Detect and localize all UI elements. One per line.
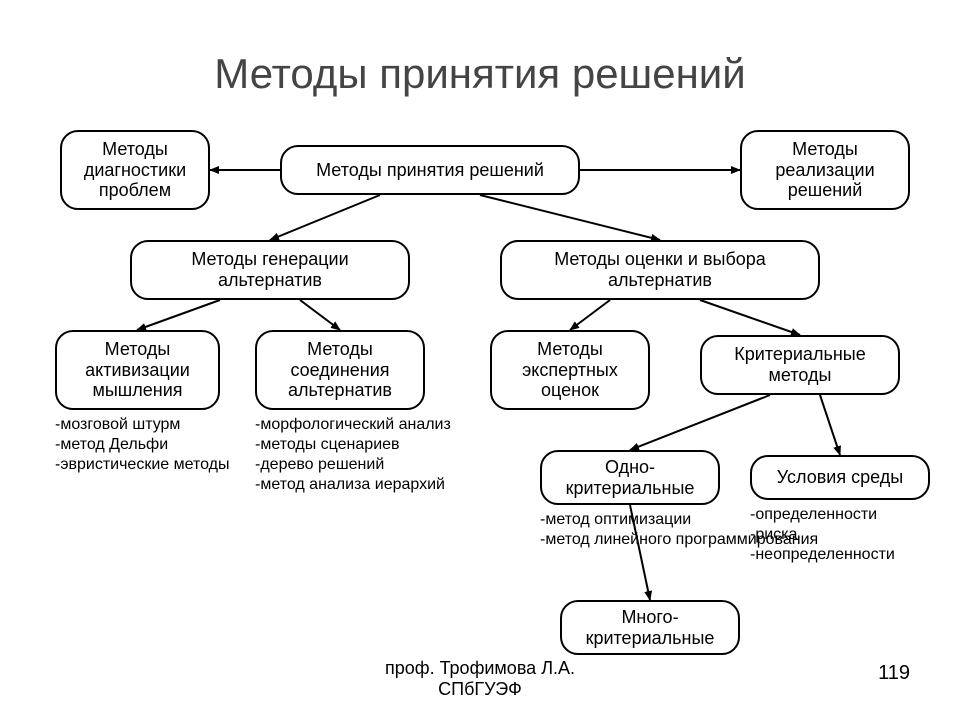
edge-n9-n11 [820,395,840,455]
node-n1: Методы диагностики проблем [60,130,210,210]
edge-n5-n8 [570,300,610,330]
bullets-n7: -морфологический анализ -методы сценарие… [255,415,451,495]
edge-n5-n9 [700,300,800,335]
bullets-n6: -мозговой штурм -метод Дельфи -эвристиче… [55,415,230,475]
node-n2: Методы принятия решений [280,145,580,195]
edge-n4-n7 [300,300,340,330]
edge-n4-n6 [137,300,220,330]
edge-n2-n5 [480,195,660,240]
node-n12: Много- критериальные [560,600,740,655]
node-n11: Условия среды [750,455,930,500]
slide-title: Методы принятия решений [0,50,960,98]
edge-n2-n4 [270,195,380,240]
node-n8: Методы экспертных оценок [490,330,650,410]
bullets-n11: -определенности -риска -неопределенности [750,505,895,565]
node-n6: Методы активизации мышления [55,330,220,410]
node-n10: Одно- критериальные [540,450,720,505]
node-n7: Методы соединения альтернатив [255,330,425,410]
slide-root: Методы принятия решений Методы диагности… [0,0,960,720]
footer-author: проф. Трофимова Л.А. СПбГУЭФ [0,658,960,700]
node-n4: Методы генерации альтернатив [130,240,410,300]
node-n9: Критериальные методы [700,335,900,395]
node-n3: Методы реализации решений [740,130,910,210]
edge-n9-n10 [630,395,770,450]
node-n5: Методы оценки и выбора альтернатив [500,240,820,300]
page-number: 119 [878,662,910,685]
